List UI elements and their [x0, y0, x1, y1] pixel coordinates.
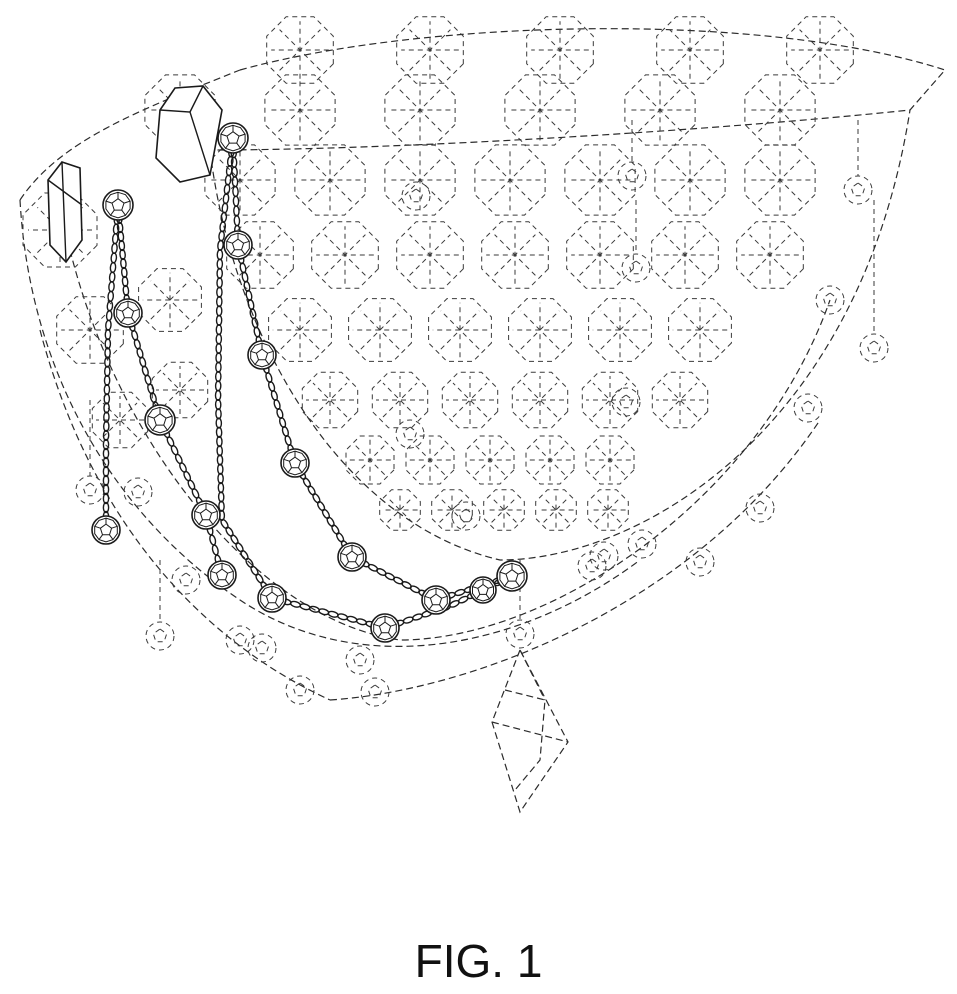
broken-crystal	[265, 75, 335, 145]
bead-chain	[230, 138, 512, 603]
crystal-bead-shell	[23, 17, 853, 531]
broken-crystal	[295, 145, 365, 215]
broken-crystal	[652, 372, 707, 427]
broken-bead	[578, 552, 606, 580]
broken-crystal	[346, 436, 394, 484]
broken-crystal	[625, 75, 695, 145]
broken-crystal	[312, 222, 379, 289]
faceted-bead	[248, 341, 276, 369]
faceted-bead	[338, 543, 366, 571]
broken-crystal	[586, 436, 634, 484]
broken-crystal	[406, 436, 454, 484]
broken-crystal	[385, 75, 455, 145]
faceted-bead	[103, 190, 133, 220]
broken-crystal	[349, 299, 412, 362]
figure-caption: FIG. 1	[0, 938, 957, 984]
lower-drape-right	[330, 420, 820, 700]
broken-bead	[146, 622, 174, 650]
hanging-bead-strands	[76, 120, 888, 706]
broken-crystal	[652, 222, 719, 289]
broken-crystal	[745, 145, 815, 215]
broken-crystal	[509, 299, 572, 362]
broken-crystal	[527, 17, 594, 84]
claimed-bead-chains	[103, 137, 513, 630]
canopy-outline	[210, 29, 945, 150]
faceted-bead	[218, 123, 248, 153]
broken-bead	[844, 176, 872, 204]
broken-crystal	[588, 490, 629, 531]
broken-bead	[622, 254, 650, 282]
faceted-bead	[114, 299, 142, 327]
broken-crystal	[269, 299, 332, 362]
broken-crystal	[787, 17, 854, 84]
broken-crystal	[466, 436, 514, 484]
broken-crystal	[57, 297, 124, 364]
broken-bead	[794, 394, 822, 422]
broken-crystal	[482, 222, 549, 289]
broken-crystal	[380, 490, 421, 531]
broken-bead	[396, 420, 424, 448]
broken-bead	[686, 548, 714, 576]
broken-crystal	[302, 372, 357, 427]
broken-crystal	[484, 490, 525, 531]
broken-bead	[402, 182, 430, 210]
broken-bead	[124, 478, 152, 506]
broken-crystal	[432, 490, 473, 531]
inner-sweep	[70, 250, 830, 640]
broken-bead	[346, 646, 374, 674]
broken-crystal	[429, 299, 492, 362]
top-crystal-left	[156, 86, 222, 182]
broken-bead	[361, 678, 389, 706]
broken-crystal	[589, 299, 652, 362]
broken-bead	[628, 530, 656, 558]
broken-crystal	[475, 145, 545, 215]
broken-bead	[248, 634, 276, 662]
broken-crystal	[655, 145, 725, 215]
faceted-bead	[497, 561, 527, 591]
broken-crystal	[526, 436, 574, 484]
faceted-bead	[281, 449, 309, 477]
bottom-pendant-crystal	[492, 650, 568, 812]
faceted-bead	[192, 501, 220, 529]
broken-crystal	[657, 17, 724, 84]
broken-crystal	[536, 490, 577, 531]
broken-bead	[746, 494, 774, 522]
faceted-bead	[371, 614, 399, 642]
faceted-bead	[470, 577, 496, 603]
broken-crystal	[372, 372, 427, 427]
broken-bead	[860, 334, 888, 362]
faceted-bead	[258, 584, 286, 612]
broken-crystal	[512, 372, 567, 427]
broken-crystal	[267, 17, 334, 84]
faceted-bead	[224, 231, 252, 259]
broken-bead	[590, 542, 618, 570]
broken-crystal	[567, 222, 634, 289]
broken-crystal	[442, 372, 497, 427]
broken-crystal	[397, 222, 464, 289]
broken-crystal	[205, 145, 275, 215]
faceted-bead	[92, 516, 120, 544]
broken-crystal	[565, 145, 635, 215]
claimed-top-crystals	[48, 86, 222, 262]
broken-bead	[226, 626, 254, 654]
broken-bead	[76, 476, 104, 504]
broken-crystal	[92, 392, 147, 447]
broken-crystal	[669, 299, 732, 362]
broken-crystal	[397, 17, 464, 84]
broken-crystal	[582, 372, 637, 427]
broken-crystal	[385, 145, 455, 215]
broken-crystal	[505, 75, 575, 145]
faceted-bead	[208, 561, 236, 589]
broken-bead	[452, 502, 480, 530]
broken-crystal	[745, 75, 815, 145]
broken-bead	[172, 566, 200, 594]
faceted-bead	[145, 405, 175, 435]
faceted-bead	[422, 586, 450, 614]
broken-bead	[612, 388, 640, 416]
broken-bead	[618, 162, 646, 190]
broken-crystal	[139, 269, 202, 332]
broken-crystal	[737, 222, 804, 289]
